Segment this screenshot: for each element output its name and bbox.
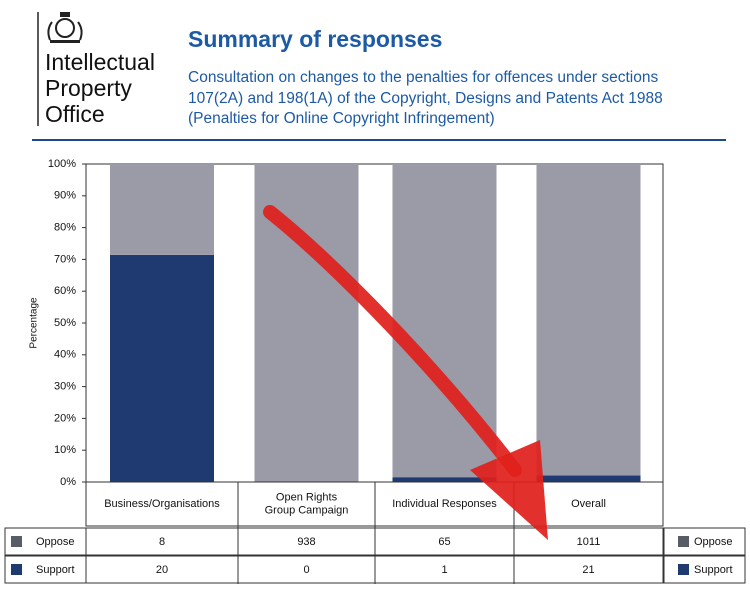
table-value: 21: [582, 564, 594, 576]
y-tick-label: 100%: [48, 158, 76, 170]
subtitle: Consultation on changes to the penalties…: [188, 69, 658, 86]
y-tick-label: 60%: [54, 285, 76, 297]
legend-swatch: [11, 564, 22, 575]
table-value: 65: [438, 536, 450, 548]
legend-label: Oppose: [694, 536, 733, 548]
chart-title: Summary of responses: [188, 26, 442, 52]
table-row: [4, 555, 746, 584]
x-tick-label: Individual Responses: [392, 498, 497, 510]
y-tick-label: 90%: [54, 190, 76, 202]
legend-label: Support: [694, 564, 733, 576]
table-value: 8: [159, 536, 165, 548]
table-value: 1: [441, 564, 447, 576]
bar-segment: [536, 475, 641, 482]
table-value: 1011: [577, 536, 601, 548]
x-tick-label: Business/Organisations: [104, 498, 220, 510]
y-tick-label: 0%: [60, 476, 76, 488]
plot: 0% 10% 20% 30% 40% 50% 60% 70% 80% 90% 100% Busines…: [4, 158, 746, 584]
subtitle: (Penalties for Online Copyright Infringe…: [188, 110, 495, 127]
y-tick-label: 30%: [54, 381, 76, 393]
annotation-arrowhead: [470, 440, 548, 540]
legend-label: Oppose: [36, 536, 75, 548]
logo-text: Intellectual: [45, 49, 155, 75]
legend-swatch: [678, 564, 689, 575]
subtitle: 107(2A) and 198(1A) of the Copyright, De…: [188, 90, 663, 107]
bar-segment: [110, 164, 214, 255]
bar-segment: [536, 164, 641, 476]
legend-label: Support: [36, 564, 75, 576]
y-tick-label: 10%: [54, 444, 76, 456]
table-value: 20: [156, 564, 168, 576]
x-tick-label: Open Rights Group Campaign: [265, 491, 349, 516]
legend-swatch: [678, 536, 689, 547]
logo-text: Office: [45, 101, 105, 127]
logo-text: Property: [45, 75, 132, 101]
table-value: 938: [297, 536, 315, 548]
crest: [47, 12, 83, 43]
table-row: [4, 527, 746, 556]
y-tick-label: 20%: [54, 412, 76, 424]
bar-segment: [392, 477, 497, 482]
y-tick-label: 50%: [54, 317, 76, 329]
bar-segment: [110, 254, 214, 482]
table-value: 0: [303, 564, 309, 576]
annotation-arrow: [263, 205, 522, 477]
y-tick-label: 40%: [54, 349, 76, 361]
y-tick-label: 80%: [54, 222, 76, 234]
y-tick-label: 70%: [54, 253, 76, 265]
legend-swatch: [11, 536, 22, 547]
x-tick-label: Overall: [571, 498, 606, 510]
y-axis-label: Percentage: [29, 297, 40, 349]
